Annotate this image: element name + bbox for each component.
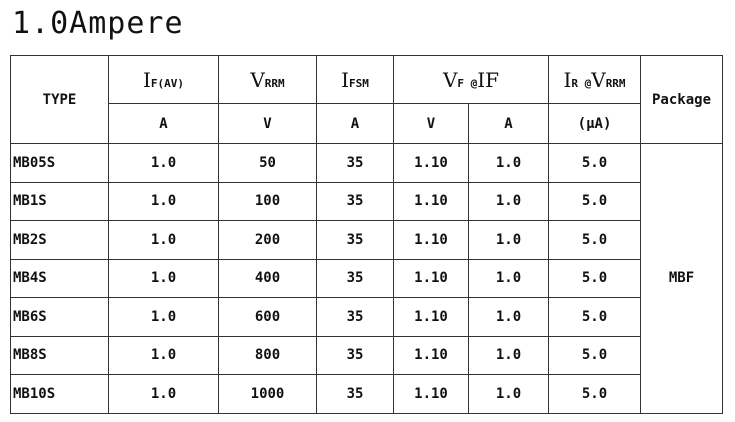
data-cell: 1.10: [393, 374, 469, 414]
data-cell: MB10S: [10, 374, 109, 414]
data-cell: MB8S: [10, 335, 109, 375]
data-cell: 1.0: [467, 297, 550, 337]
data-cell: 1.0: [467, 258, 550, 298]
unit-cell: A: [108, 103, 219, 144]
data-cell: 5.0: [548, 297, 642, 337]
unit-cell: A: [467, 103, 550, 144]
data-cell: 35: [316, 258, 394, 298]
data-cell: 1.10: [393, 258, 469, 298]
data-cell: 1.0: [467, 335, 550, 375]
data-cell: 35: [316, 335, 394, 375]
header-part: RRM: [605, 76, 626, 90]
data-cell: 5.0: [548, 220, 642, 260]
data-cell: 1.0: [108, 181, 219, 221]
data-cell: 1000: [218, 374, 317, 414]
header-cell: IF(AV): [108, 55, 219, 104]
unit-cell: V: [218, 103, 317, 144]
data-cell: 5.0: [548, 143, 642, 183]
unit-cell: A: [316, 103, 394, 144]
header-cell: VRRM: [218, 55, 317, 104]
header-part: V: [591, 67, 606, 92]
unit-cell: (μA): [548, 103, 642, 144]
header-part: V: [442, 67, 458, 92]
data-cell: 1.0: [108, 220, 219, 260]
header-cell: IR @VRRM: [548, 55, 642, 104]
data-cell: 35: [316, 181, 394, 221]
header-part: F: [457, 76, 465, 90]
data-cell: 5.0: [548, 374, 642, 414]
data-cell: 1.0: [467, 143, 550, 183]
header-cell: IFSM: [316, 55, 394, 104]
data-row: MB2S 1.0 200 35 1.10 1.0 5.0: [10, 220, 723, 260]
data-cell: 50: [218, 143, 317, 183]
header-part: FSM: [349, 76, 369, 90]
data-cell: 1.10: [393, 297, 469, 337]
data-cell: MB1S: [10, 181, 109, 221]
data-row: MB1S 1.0 100 35 1.10 1.0 5.0: [10, 181, 723, 221]
header-cell: Package: [640, 55, 724, 144]
data-row: MB4S 1.0 400 35 1.10 1.0 5.0: [10, 258, 723, 298]
data-cell: 1.10: [393, 220, 469, 260]
data-row: MB05S 1.0 50 35 1.10 1.0 5.0 MBF: [10, 143, 724, 414]
header-part: R: [571, 76, 578, 90]
unit-row: A V A V A (μA): [11, 103, 723, 144]
spec-table: TYPE IF(AV) VRRM IFSM VF @IF IR @VRRM Package A…: [10, 55, 724, 414]
data-cell: 1.0: [108, 374, 219, 414]
data-cell: MB4S: [10, 258, 109, 298]
header-part: RRM: [264, 76, 285, 90]
header-part: F(AV): [150, 76, 185, 90]
title: 1.0Ampere: [12, 6, 184, 41]
data-row: MB10S 1.0 1000 35 1.10 1.0 5.0: [10, 374, 723, 414]
data-cell: 400: [218, 258, 317, 298]
data-cell: 1.0: [467, 374, 550, 414]
data-cell: 5.0: [548, 181, 642, 221]
data-cell: 1.10: [393, 335, 469, 375]
package-cell: MBF: [640, 143, 724, 414]
data-row: MB8S 1.0 800 35 1.10 1.0 5.0: [10, 335, 723, 375]
header-row: TYPE IF(AV) VRRM IFSM VF @IF IR @VRRM Package: [10, 55, 724, 144]
unit-cell: V: [393, 103, 469, 144]
header-cell: TYPE: [10, 55, 109, 144]
data-cell: 600: [218, 297, 317, 337]
data-cell: 1.10: [393, 181, 469, 221]
data-cell: 5.0: [548, 335, 642, 375]
data-cell: 100: [218, 181, 317, 221]
header-part: I: [142, 67, 151, 92]
data-cell: 1.0: [467, 181, 550, 221]
data-cell: 35: [316, 374, 394, 414]
data-cell: 1.10: [393, 143, 469, 183]
data-cell: 35: [316, 297, 394, 337]
data-cell: MB2S: [10, 220, 109, 260]
data-cell: MB05S: [10, 143, 109, 183]
header-part: IF: [477, 67, 500, 92]
header-cell: VF @IF: [392, 55, 550, 104]
data-cell: 1.0: [108, 297, 219, 337]
data-cell: 35: [316, 220, 394, 260]
data-cell: MB6S: [10, 297, 109, 337]
data-cell: 200: [218, 220, 317, 260]
header-part: I: [563, 67, 572, 92]
header-part: @: [464, 76, 478, 90]
data-cell: 1.0: [108, 335, 219, 375]
data-cell: 1.0: [108, 143, 219, 183]
data-cell: 1.0: [467, 220, 550, 260]
data-cell: 5.0: [548, 258, 642, 298]
header-part: I: [341, 67, 350, 92]
data-cell: 1.0: [108, 258, 219, 298]
header-part: @: [577, 76, 592, 90]
data-cell: 800: [218, 335, 317, 375]
header-part: V: [250, 67, 265, 92]
data-row: MB6S 1.0 600 35 1.10 1.0 5.0: [10, 297, 723, 337]
data-cell: 35: [316, 143, 394, 183]
